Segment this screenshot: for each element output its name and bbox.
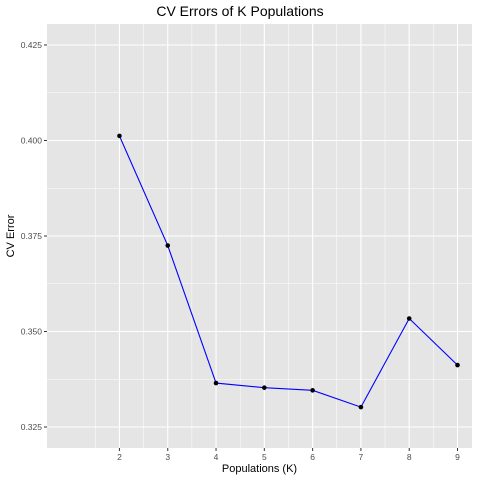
series-line	[118, 135, 458, 408]
x-tick-label: 7	[359, 452, 364, 462]
data-point	[358, 404, 364, 410]
x-tick-label: 9	[455, 452, 460, 462]
y-tick-label: 0.400	[21, 136, 43, 146]
major-grid	[47, 24, 472, 448]
x-tick-label: 8	[407, 452, 412, 462]
y-tick-label: 0.350	[21, 326, 43, 336]
data-point	[213, 380, 219, 386]
data-point	[165, 243, 171, 248]
data-point	[262, 385, 267, 390]
y-tick-label: 0.375	[21, 231, 43, 241]
data-point	[455, 362, 460, 368]
x-tick-label: 6	[310, 452, 315, 462]
axis-ticks	[44, 44, 459, 451]
y-axis-title: CV Error	[5, 214, 17, 257]
tick-labels: 2 3 4 5 6 7 8 9 0.325 0.350 0.375 0.400 0.425	[21, 40, 460, 462]
x-tick-label: 3	[165, 452, 170, 462]
y-tick-label: 0.325	[21, 422, 43, 432]
data-point	[310, 388, 315, 393]
x-axis-title: Populations (K)	[222, 463, 297, 475]
x-tick-label: 4	[214, 452, 219, 462]
data-points	[117, 133, 460, 410]
data-point	[117, 133, 122, 139]
x-tick-label: 5	[262, 452, 267, 462]
y-tick-label: 0.425	[21, 40, 43, 50]
chart-title: CV Errors of K Populations	[156, 3, 324, 19]
data-point	[406, 316, 412, 321]
x-tick-label: 2	[117, 452, 122, 462]
